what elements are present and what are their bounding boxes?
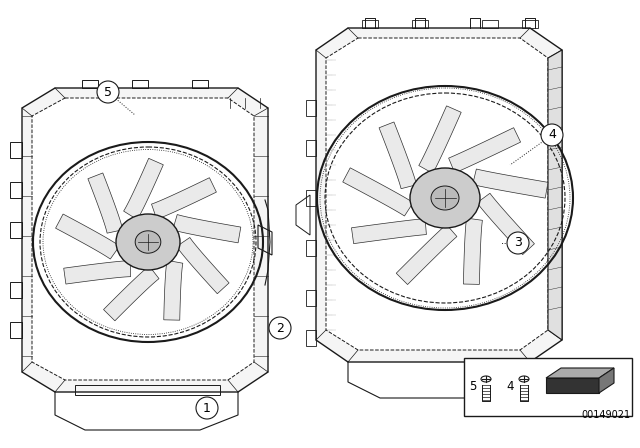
- Polygon shape: [546, 378, 599, 393]
- Polygon shape: [449, 128, 520, 173]
- Circle shape: [269, 317, 291, 339]
- Polygon shape: [326, 38, 548, 350]
- Polygon shape: [164, 260, 183, 320]
- Circle shape: [196, 397, 218, 419]
- Polygon shape: [419, 106, 461, 173]
- Polygon shape: [173, 215, 241, 243]
- Ellipse shape: [431, 186, 459, 210]
- Text: 1: 1: [203, 401, 211, 414]
- Text: 3: 3: [514, 237, 522, 250]
- Polygon shape: [343, 168, 413, 216]
- Polygon shape: [104, 266, 159, 321]
- Circle shape: [541, 124, 563, 146]
- Polygon shape: [124, 158, 163, 220]
- Text: 2: 2: [276, 322, 284, 335]
- Text: 4: 4: [506, 380, 513, 393]
- Polygon shape: [22, 88, 268, 392]
- Polygon shape: [599, 368, 614, 393]
- Polygon shape: [379, 122, 417, 189]
- Polygon shape: [546, 368, 614, 378]
- Polygon shape: [56, 214, 120, 259]
- Text: 5: 5: [104, 86, 112, 99]
- Polygon shape: [88, 173, 123, 233]
- Polygon shape: [396, 224, 457, 284]
- Polygon shape: [32, 98, 254, 380]
- Polygon shape: [152, 178, 216, 219]
- Text: 4: 4: [548, 129, 556, 142]
- Polygon shape: [548, 50, 562, 340]
- Circle shape: [97, 81, 119, 103]
- Polygon shape: [177, 237, 229, 294]
- Circle shape: [507, 232, 529, 254]
- Text: 00149021: 00149021: [581, 410, 630, 420]
- Ellipse shape: [410, 168, 480, 228]
- Ellipse shape: [116, 214, 180, 270]
- Text: 5: 5: [469, 380, 476, 393]
- Polygon shape: [351, 219, 426, 244]
- Ellipse shape: [135, 231, 161, 253]
- Polygon shape: [472, 169, 548, 198]
- Bar: [464, 358, 632, 416]
- Polygon shape: [477, 193, 534, 254]
- Polygon shape: [64, 261, 131, 284]
- Polygon shape: [463, 218, 483, 284]
- Polygon shape: [316, 28, 562, 362]
